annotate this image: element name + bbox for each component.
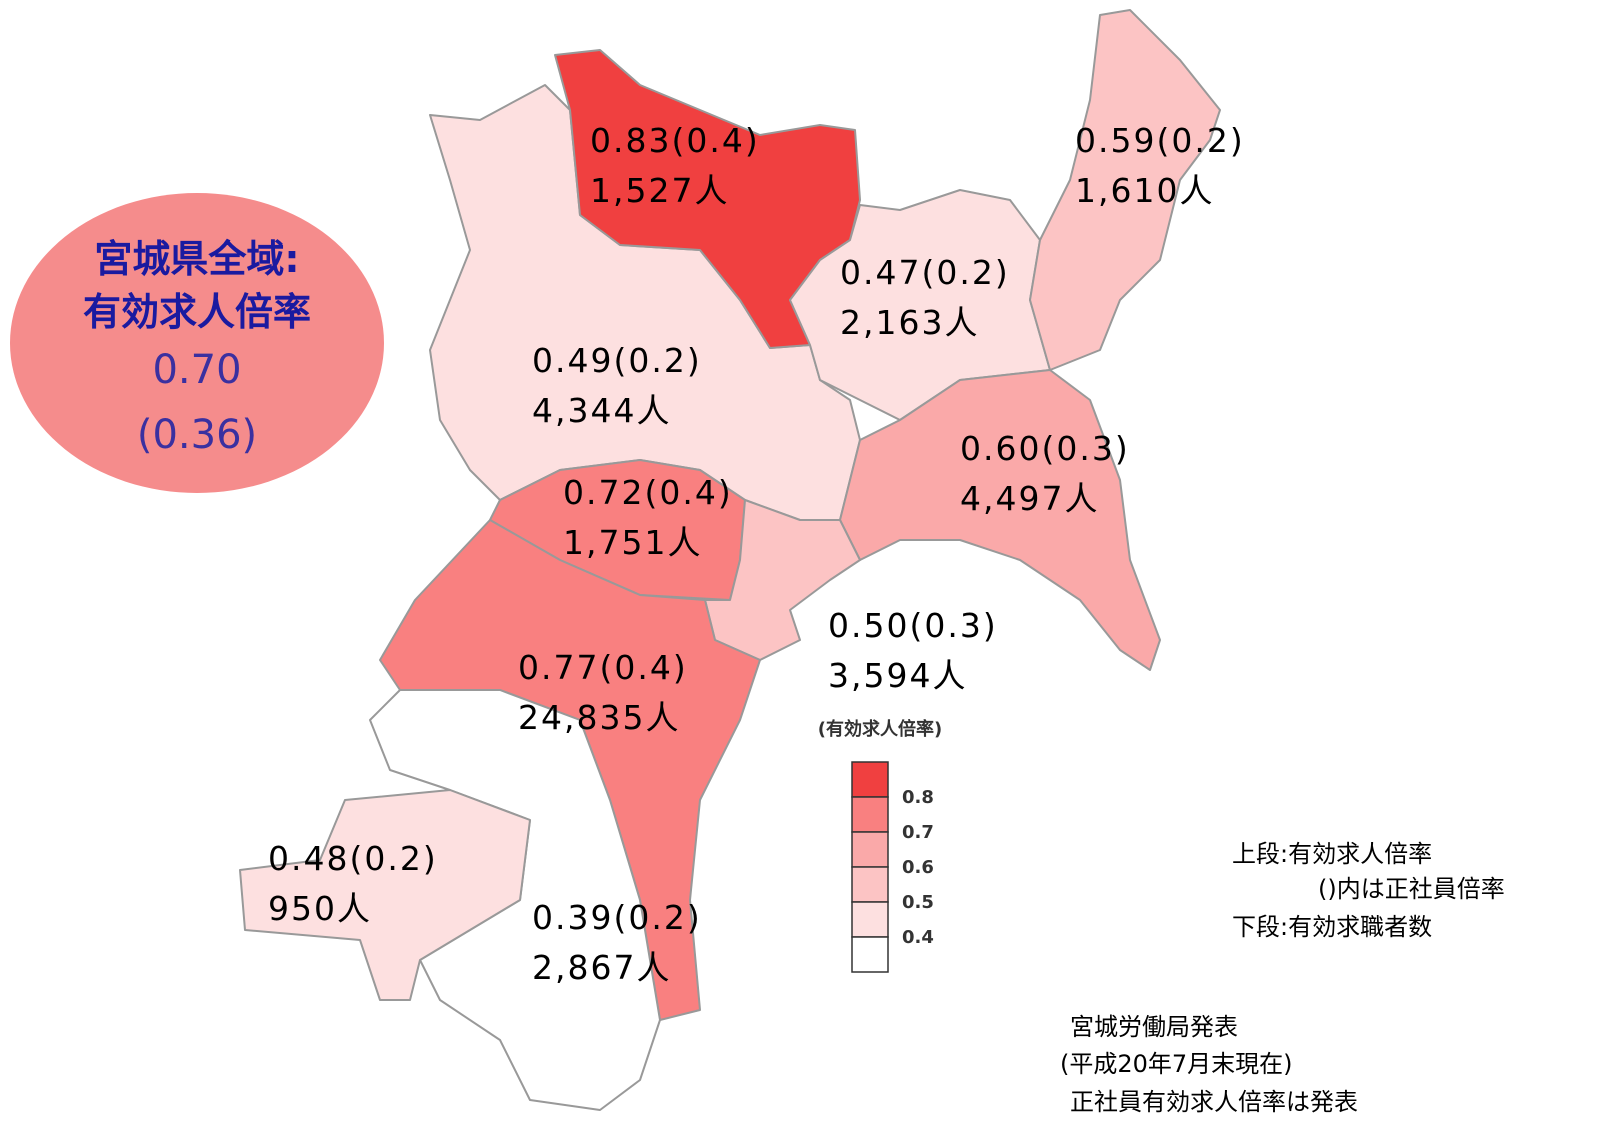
legend-swatch <box>851 866 889 903</box>
region <box>369 689 661 1111</box>
region-seekers: 1,527人 <box>590 171 729 210</box>
region-ratio: 0.49(0.2) <box>532 341 702 380</box>
source: 宮城労働局発表 <box>1070 1013 1238 1041</box>
region <box>704 499 861 661</box>
source: 正社員有効求人倍率は発表 <box>1070 1088 1358 1116</box>
region-ratio: 0.39(0.2) <box>532 898 702 937</box>
region-seekers: 4,344人 <box>532 391 671 430</box>
region-seekers: 1,751人 <box>563 523 702 562</box>
summary-title: 宮城県全域: <box>94 237 299 281</box>
legend-label: 0.6 <box>902 857 934 878</box>
legend-label: 0.5 <box>902 892 934 913</box>
region-seekers: 4,497人 <box>960 479 1099 518</box>
legend-label: 0.7 <box>902 822 934 843</box>
legend-label: 0.4 <box>902 927 934 948</box>
notes: 上段:有効求人倍率 ()内は正社員倍率 下段:有効求職者数 宮城労働局発表 (平… <box>1060 840 1505 1116</box>
region-ratio: 0.47(0.2) <box>840 253 1010 292</box>
region-seekers: 2,163人 <box>840 303 979 342</box>
legend-swatch <box>851 831 889 868</box>
region-ratio: 0.72(0.4) <box>563 473 733 512</box>
legend-swatch <box>851 936 889 973</box>
region-ratio: 0.83(0.4) <box>590 121 760 160</box>
legend-label: 0.8 <box>902 787 934 808</box>
region-ratio: 0.50(0.3) <box>828 606 998 645</box>
region-seekers: 24,835人 <box>518 698 680 737</box>
regions <box>239 9 1221 1111</box>
region-seekers: 1,610人 <box>1075 171 1214 210</box>
legend-swatch <box>851 901 889 938</box>
region-seekers: 3,594人 <box>828 656 967 695</box>
region-ratio: 0.59(0.2) <box>1075 121 1245 160</box>
region <box>1029 9 1221 371</box>
region-ratio: 0.77(0.4) <box>518 648 688 687</box>
summary-title: 有効求人倍率 <box>83 290 311 334</box>
region-ratio: 0.48(0.2) <box>268 839 438 878</box>
note: 下段:有効求職者数 <box>1232 913 1432 941</box>
legend-title: (有効求人倍率) <box>818 718 942 740</box>
legend-swatch <box>851 761 889 798</box>
summary-bubble <box>10 193 384 493</box>
summary-ratio: 0.70 <box>152 347 241 393</box>
region-seekers: 950人 <box>268 889 372 928</box>
region-seekers: 2,867人 <box>532 948 671 987</box>
region <box>239 789 531 1001</box>
source: (平成20年7月末現在) <box>1060 1050 1293 1078</box>
region-ratio: 0.60(0.3) <box>960 429 1130 468</box>
summary-regular: (0.36) <box>137 412 257 458</box>
note: 上段:有効求人倍率 <box>1232 840 1432 868</box>
note: ()内は正社員倍率 <box>1318 875 1505 903</box>
legend-swatch <box>851 796 889 833</box>
